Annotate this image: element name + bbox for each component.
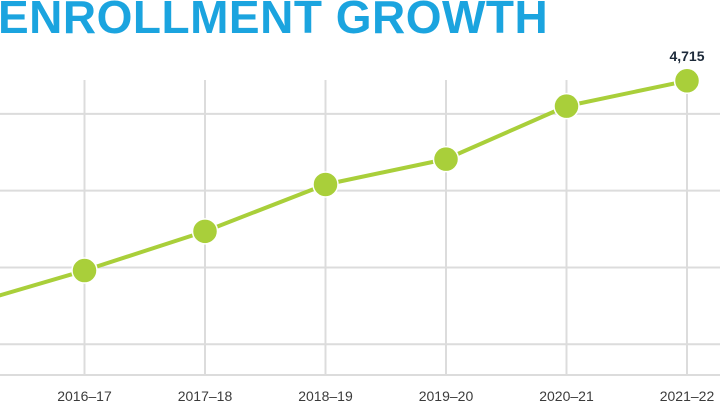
data-label: 4,715 (669, 48, 704, 64)
x-tick-label: 2020–21 (539, 388, 594, 404)
data-point (553, 92, 580, 120)
marker-layer (71, 67, 701, 284)
chart-title: ENROLLMENT GROWTH (0, 0, 549, 43)
grid-layer (0, 80, 720, 376)
data-point (673, 67, 701, 95)
data-point (312, 171, 339, 198)
data-point (432, 145, 460, 173)
label-layer: 2016–17 2017–18 2018–19 2019–20 2020–21 2021–… (57, 48, 714, 404)
x-tick-label: 2021–22 (660, 388, 715, 404)
x-tick-label: 2016–17 (57, 388, 112, 404)
x-tick-label: 2018–19 (298, 388, 353, 404)
x-tick-label: 2019–20 (419, 388, 474, 404)
data-point (71, 257, 98, 284)
data-point (191, 218, 219, 245)
x-tick-label: 2017–18 (178, 388, 233, 404)
